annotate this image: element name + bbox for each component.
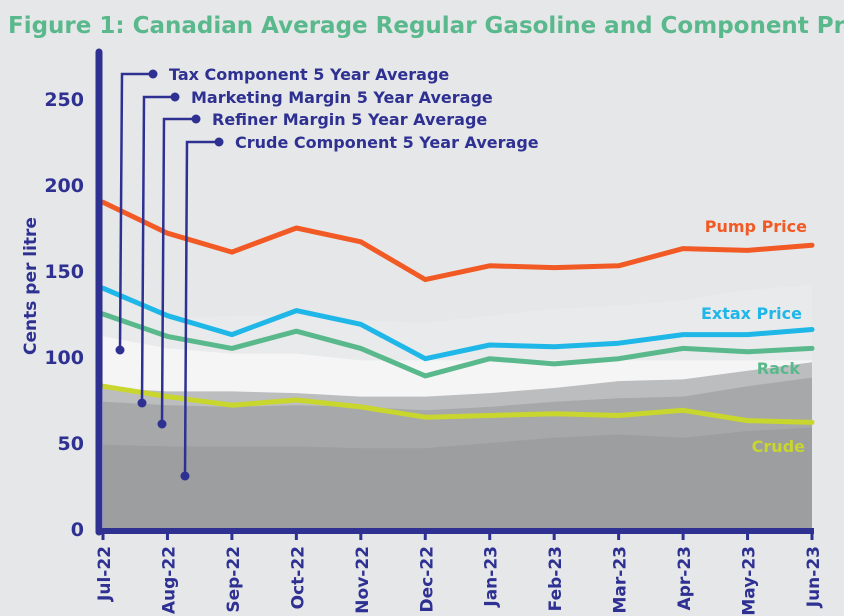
legend-entry: Refiner Margin 5 Year Average	[212, 110, 487, 129]
series-label-pump-price: Pump Price	[705, 217, 807, 236]
y-tick-label: 250	[44, 89, 84, 111]
series-label-extax-price: Extax Price	[701, 304, 802, 323]
legend-leader-line	[160, 117, 196, 425]
legend-end-dot	[214, 137, 224, 147]
x-tick-label: Jan-23	[482, 546, 502, 608]
legend-leader-line	[183, 140, 219, 477]
legend-anchor-dot	[137, 398, 147, 408]
legend-entry: Marketing Margin 5 Year Average	[191, 88, 493, 107]
y-tick-label: 50	[58, 433, 84, 455]
band-base	[103, 427, 812, 529]
x-tick-label: Apr-23	[675, 546, 695, 610]
legend-entry: Tax Component 5 Year Average	[169, 65, 449, 84]
y-tick-label: 0	[71, 519, 84, 541]
legend-layer: Tax Component 5 Year Average Marketing Ma…	[115, 65, 539, 481]
legend-leader-line	[118, 72, 153, 351]
lines-layer	[100, 199, 815, 425]
x-tick-label: Jul-22	[95, 546, 115, 602]
y-axis-label: Cents per litre	[21, 217, 41, 355]
legend-entry: Crude Component 5 Year Average	[235, 133, 539, 152]
series-line-pump-price	[100, 199, 815, 283]
legend-end-dot	[148, 69, 158, 79]
x-tick-label: Dec-22	[417, 546, 437, 612]
x-tick-label: Feb-23	[546, 546, 566, 611]
bands-layer	[103, 284, 812, 529]
axes-layer: 0 50 100 150 200 250 Jul-22 Aug-22 Sep-22 Oct-22 N…	[44, 48, 824, 616]
x-tick-label: May-23	[740, 546, 760, 616]
x-tick-label: Oct-22	[288, 546, 308, 609]
legend-end-dot	[170, 92, 180, 102]
x-tick-label: Nov-22	[353, 546, 373, 614]
legend-leader-line	[140, 95, 175, 404]
x-tick-label: Sep-22	[224, 546, 244, 613]
series-line-extax-price	[100, 285, 815, 362]
legend-anchor-dot	[180, 471, 190, 481]
chart-title: Figure 1: Canadian Average Regular Gasol…	[8, 13, 844, 39]
legend-anchor-dot	[157, 419, 167, 429]
series-label-rack: Rack	[757, 359, 801, 378]
y-tick-label: 100	[44, 347, 84, 369]
y-tick-label: 150	[44, 261, 84, 283]
series-line-rack	[100, 311, 815, 379]
x-tick-label: Aug-22	[160, 546, 180, 614]
x-tick-label: Mar-23	[611, 546, 631, 614]
y-tick-label: 200	[44, 175, 84, 197]
x-tick-label: Jun-23	[804, 546, 824, 608]
series-label-crude: Crude	[752, 437, 805, 456]
series-labels-layer: Pump Price Extax Price Rack Crude	[701, 217, 807, 456]
legend-end-dot	[191, 114, 201, 124]
series-line-crude	[100, 383, 815, 425]
legend-anchor-dot	[115, 345, 125, 355]
